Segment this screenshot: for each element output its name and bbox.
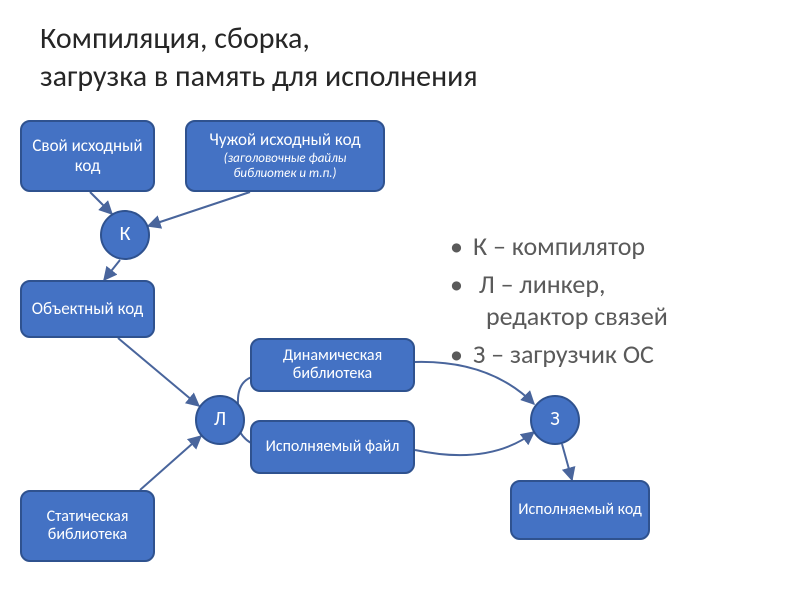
edge-obj-to-L xyxy=(118,338,199,406)
node-exe-code: Исполняемый код xyxy=(510,480,650,540)
legend-l: Л – линкер, редактор связей xyxy=(450,268,668,332)
node-object-code: Объектный код xyxy=(20,280,155,338)
node-exe-file: Исполняемый файл xyxy=(250,420,415,474)
legend-z: З – загрузчик ОС xyxy=(450,338,668,370)
legend-k: К – компилятор xyxy=(450,230,668,262)
edge-exe_file-to-Z xyxy=(415,432,534,455)
node-dynamic-lib: Динамическая библиотека xyxy=(250,338,415,392)
node-static-lib: Статическая библиотека xyxy=(20,490,155,562)
edge-Z-to-exe_code xyxy=(562,444,572,480)
title-line-2: загрузка в память для исполнения xyxy=(40,58,478,95)
slide-title: Компиляция, сборка, загрузка в память дл… xyxy=(40,20,478,95)
title-line-1: Компиляция, сборка, xyxy=(40,20,310,57)
edge-own_src-to-K xyxy=(90,192,112,214)
edge-foreign_src-to-K xyxy=(148,192,250,226)
node-foreign-source: Чужой исходный код (заголовочные файлы б… xyxy=(185,120,385,192)
legend-list: К – компилятор Л – линкер, редактор связ… xyxy=(450,230,668,376)
node-linker: Л xyxy=(195,395,245,445)
node-compiler: К xyxy=(100,210,150,260)
node-own-source: Свой исходный код xyxy=(20,120,155,192)
edge-K-to-obj xyxy=(104,260,120,280)
edge-static-to-L xyxy=(140,436,201,490)
node-loader: З xyxy=(530,395,580,445)
